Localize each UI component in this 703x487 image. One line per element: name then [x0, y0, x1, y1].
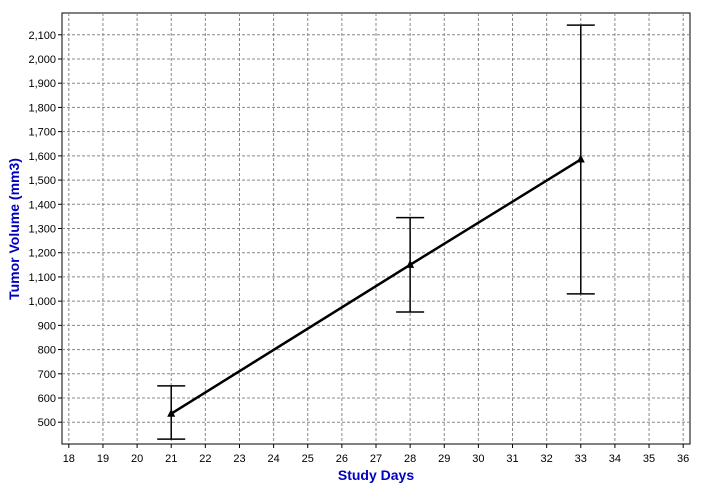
x-tick-label: 26	[336, 453, 348, 465]
y-tick-label: 900	[38, 320, 56, 332]
y-tick-label: 500	[38, 417, 56, 429]
y-tick-label: 1,500	[28, 175, 56, 187]
y-tick-label: 1,900	[28, 78, 56, 90]
x-tick-label: 32	[541, 453, 553, 465]
y-tick-label: 2,000	[28, 54, 56, 66]
x-tick-label: 21	[165, 453, 177, 465]
y-tick-label: 1,700	[28, 127, 56, 139]
x-tick-label: 31	[506, 453, 518, 465]
grid	[62, 13, 690, 444]
y-axis: 500 600 700 800 900 1,000 1,100 1,200 1,300 1,400…	[28, 30, 62, 429]
x-tick-label: 35	[643, 453, 655, 465]
y-tick-label: 1,100	[28, 272, 56, 284]
x-tick-label: 25	[302, 453, 314, 465]
y-tick-label: 1,200	[28, 248, 56, 260]
y-tick-label: 700	[38, 369, 56, 381]
x-tick-label: 29	[438, 453, 450, 465]
data-point-triangle	[406, 259, 415, 268]
y-tick-label: 1,000	[28, 296, 56, 308]
y-tick-label: 2,100	[28, 30, 56, 42]
data-point-triangle	[167, 408, 176, 417]
y-tick-label: 1,300	[28, 224, 56, 236]
x-axis: 18 19 20 21 22 23 24 25 26 27 28 29 30 31 32 33 34 35 36	[63, 444, 689, 465]
x-tick-label: 34	[609, 453, 621, 465]
x-tick-label: 27	[370, 453, 382, 465]
data-point-triangle	[576, 154, 585, 163]
x-tick-label: 36	[677, 453, 689, 465]
y-tick-label: 1,800	[28, 102, 56, 114]
y-tick-label: 1,600	[28, 151, 56, 163]
y-tick-label: 1,400	[28, 199, 56, 211]
y-tick-label: 600	[38, 393, 56, 405]
series-group	[157, 24, 595, 440]
y-axis-title: Tumor Volume (mm3)	[6, 158, 22, 300]
x-axis-title: Study Days	[338, 467, 414, 483]
x-tick-label: 30	[472, 453, 484, 465]
y-tick-label: 800	[38, 345, 56, 357]
x-tick-label: 23	[233, 453, 245, 465]
x-tick-label: 28	[404, 453, 416, 465]
x-tick-label: 19	[97, 453, 109, 465]
x-tick-label: 20	[131, 453, 143, 465]
x-tick-label: 18	[63, 453, 75, 465]
x-tick-label: 24	[267, 453, 279, 465]
x-tick-label: 33	[575, 453, 587, 465]
x-tick-label: 22	[199, 453, 211, 465]
